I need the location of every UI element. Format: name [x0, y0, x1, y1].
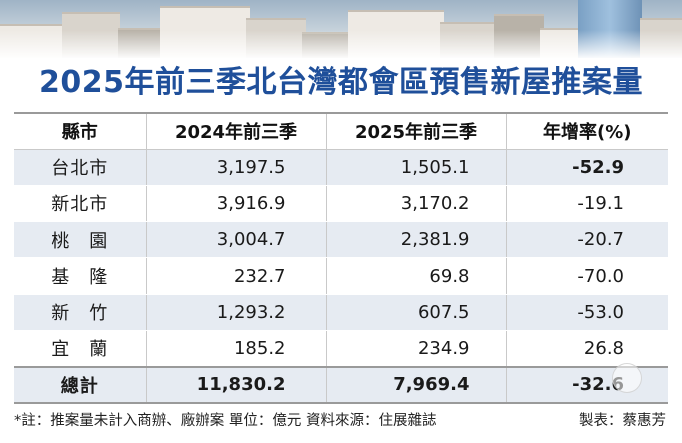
cell-growth: 26.8: [506, 330, 668, 368]
table-row: 新北市 3,916.9 3,170.2 -19.1: [14, 185, 668, 223]
column-header-region: 縣市: [14, 112, 147, 150]
table-header-row: 縣市 2024年前三季 2025年前三季 年增率(%): [14, 112, 668, 150]
watermark-icon: [612, 363, 642, 393]
cell-region: 台北市: [14, 149, 147, 186]
cell-2025: 3,170.2: [326, 185, 507, 223]
cell-2025: 607.5: [326, 294, 507, 331]
cell-growth: -70.0: [506, 257, 668, 295]
cell-region: 新北市: [14, 185, 147, 223]
data-table: 縣市 2024年前三季 2025年前三季 年增率(%) 台北市 3,197.5 …: [14, 112, 668, 405]
column-header-2024: 2024年前三季: [146, 112, 327, 150]
chart-title: 2025年前三季北台灣都會區預售新屋推案量: [39, 65, 643, 100]
cell-total-label: 總計: [14, 365, 147, 405]
cell-region: 基 隆: [14, 257, 147, 295]
cell-growth: -19.1: [506, 185, 668, 223]
table-row: 基 隆 232.7 69.8 -70.0: [14, 257, 668, 295]
table-row: 桃 園 3,004.7 2,381.9 -20.7: [14, 221, 668, 259]
column-header-2025: 2025年前三季: [326, 112, 507, 150]
cell-growth: -20.7: [506, 221, 668, 259]
cell-total-2024: 11,830.2: [146, 365, 327, 405]
footer-credit: 製表：蔡惠芳: [579, 413, 666, 429]
cell-2025: 234.9: [326, 330, 507, 368]
cell-2024: 3,916.9: [146, 185, 327, 223]
table-row: 新 竹 1,293.2 607.5 -53.0: [14, 294, 668, 331]
cell-region: 宜 蘭: [14, 330, 147, 368]
table-row: 台北市 3,197.5 1,505.1 -52.9: [14, 149, 668, 186]
footer-note: *註：推案量未計入商辦、廠辦案 單位：億元 資料來源：住展雜誌: [14, 413, 437, 429]
cell-growth: -52.9: [506, 149, 668, 186]
cell-region: 新 竹: [14, 294, 147, 331]
cell-total-2025: 7,969.4: [326, 365, 507, 405]
cell-2024: 1,293.2: [146, 294, 327, 331]
cell-2024: 232.7: [146, 257, 327, 295]
cell-2024: 3,197.5: [146, 149, 327, 186]
cell-region: 桃 園: [14, 221, 147, 259]
cell-2024: 185.2: [146, 330, 327, 368]
cell-2025: 2,381.9: [326, 221, 507, 259]
table-total-row: 總計 11,830.2 7,969.4 -32.6: [14, 365, 668, 405]
table-row: 宜 蘭 185.2 234.9 26.8: [14, 330, 668, 368]
cell-total-growth: -32.6: [506, 365, 668, 405]
footer: *註：推案量未計入商辦、廠辦案 單位：億元 資料來源：住展雜誌 製表：蔡惠芳: [14, 408, 668, 434]
cell-2025: 1,505.1: [326, 149, 507, 186]
cell-2025: 69.8: [326, 257, 507, 295]
cell-growth: -53.0: [506, 294, 668, 331]
header-city-photo: [0, 0, 682, 58]
column-header-growth: 年增率(%): [506, 112, 668, 150]
cell-2024: 3,004.7: [146, 221, 327, 259]
